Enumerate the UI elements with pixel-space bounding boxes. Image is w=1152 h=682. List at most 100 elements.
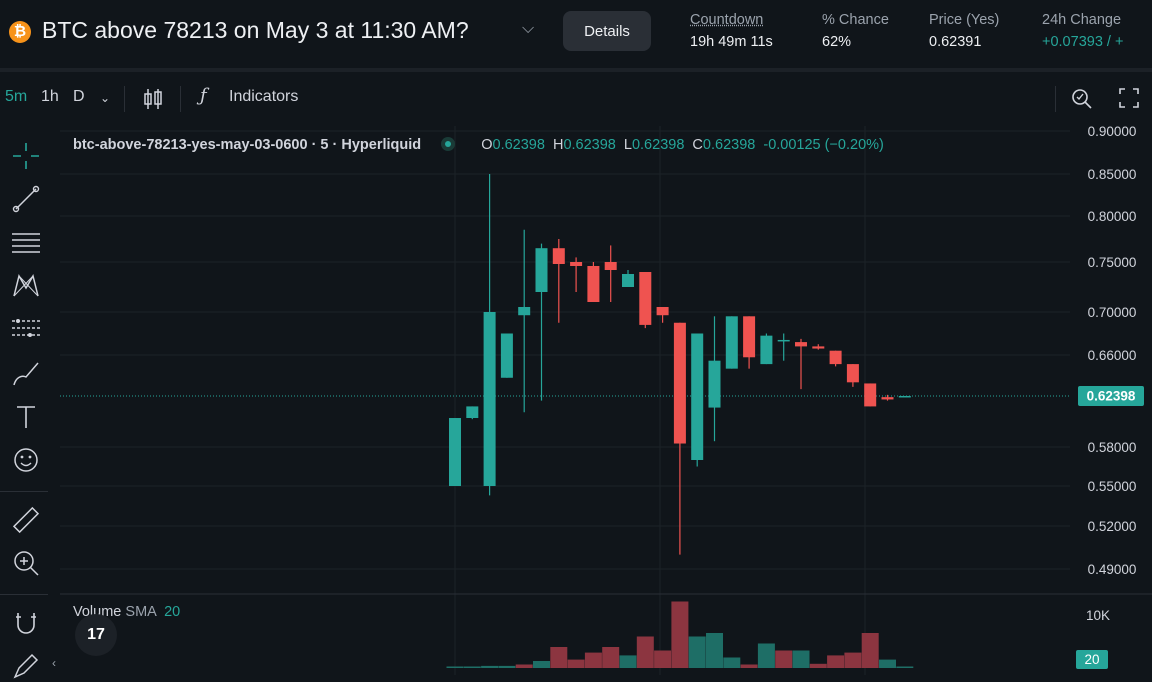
pattern-icon[interactable] bbox=[10, 270, 42, 302]
indicators-icon[interactable]: ƒ bbox=[200, 85, 207, 106]
volume-bar bbox=[446, 666, 464, 668]
snapshot-icon[interactable] bbox=[1070, 86, 1094, 110]
volume-bar bbox=[688, 636, 706, 668]
volume-sma-length: 20 bbox=[164, 604, 181, 620]
volume-bar bbox=[844, 652, 862, 668]
volume-bar bbox=[671, 601, 689, 668]
candle-body bbox=[708, 360, 721, 408]
volume-bar bbox=[602, 647, 620, 668]
price-tick-label: 0.75000 bbox=[1088, 255, 1137, 270]
candle-body bbox=[604, 262, 617, 270]
volume-scale-badge bbox=[1076, 650, 1108, 669]
volume-bar bbox=[515, 664, 533, 668]
candle-body bbox=[829, 350, 842, 365]
chance-value: 62% bbox=[822, 34, 852, 50]
candle-body bbox=[691, 333, 704, 460]
low-key: L bbox=[623, 137, 632, 153]
market-title[interactable]: BTC above 78213 on May 3 at 11:30 AM? bbox=[42, 17, 469, 43]
volume-bar bbox=[636, 636, 654, 668]
volume-bar bbox=[550, 647, 568, 668]
chance-stat: % Chance 62% bbox=[822, 12, 889, 50]
magnet-icon[interactable] bbox=[10, 607, 42, 639]
price-yes-label: Price (Yes) bbox=[929, 12, 1000, 28]
volume-bar bbox=[533, 661, 550, 668]
crosshair-icon[interactable] bbox=[10, 140, 42, 172]
zoom-in-icon[interactable] bbox=[10, 547, 42, 579]
price-tick-label: 0.70000 bbox=[1088, 305, 1137, 320]
chart-legend: btc-above-78213-yes-may-03-0600 · 5 · Hy… bbox=[73, 137, 884, 153]
volume-bar bbox=[584, 652, 602, 668]
open-value: 0.62398 bbox=[492, 137, 545, 153]
volume-bar bbox=[619, 655, 637, 668]
change-24h-stat: 24h Change +0.07393 / + bbox=[1042, 12, 1123, 50]
fib-retracement-icon[interactable] bbox=[10, 313, 42, 345]
price-tick-label: 0.80000 bbox=[1088, 209, 1137, 224]
candle-body bbox=[846, 364, 859, 383]
chart-toolbar: 5m 1h D ⌄ ƒ Indicators bbox=[0, 72, 1152, 126]
details-button[interactable]: Details bbox=[563, 11, 651, 51]
last-price-label: 0.62398 bbox=[1087, 389, 1136, 404]
indicators-button[interactable]: Indicators bbox=[229, 88, 299, 105]
candle-body bbox=[760, 335, 773, 365]
toolbar-divider bbox=[180, 86, 181, 112]
interval-1h[interactable]: 1h bbox=[41, 88, 59, 105]
candle-body bbox=[570, 262, 583, 266]
candle-body bbox=[500, 333, 513, 378]
volume-bar bbox=[740, 664, 758, 668]
volume-bar bbox=[481, 665, 499, 668]
text-icon[interactable] bbox=[10, 401, 42, 433]
low-value: 0.62398 bbox=[631, 137, 685, 153]
volume-bar bbox=[809, 663, 827, 668]
toolbar-divider bbox=[1055, 86, 1056, 112]
tradingview-logo-icon[interactable]: 17 bbox=[75, 614, 117, 656]
ruler-icon[interactable] bbox=[10, 504, 42, 536]
price-tick-label: 0.49000 bbox=[1088, 562, 1137, 577]
candle-body bbox=[622, 274, 634, 287]
candle-body bbox=[449, 418, 461, 486]
change-value: -0.00125 (−0.20%) bbox=[763, 137, 884, 153]
pencil-lock-icon[interactable] bbox=[10, 650, 42, 682]
candle-style-icon[interactable] bbox=[142, 87, 164, 111]
candle-body bbox=[639, 272, 652, 325]
candle-body bbox=[881, 397, 894, 400]
brush-icon[interactable] bbox=[10, 357, 42, 389]
change-24h-label: 24h Change bbox=[1042, 12, 1122, 28]
interval-5m[interactable]: 5m bbox=[5, 88, 28, 105]
close-key: C bbox=[692, 137, 703, 153]
volume-bar bbox=[706, 633, 723, 668]
price-tick-label: 0.52000 bbox=[1088, 519, 1137, 534]
candle-body bbox=[656, 307, 669, 316]
interval-dropdown-icon[interactable]: ⌄ bbox=[100, 91, 111, 105]
volume-bar bbox=[879, 659, 896, 668]
price-tick-label: 0.90000 bbox=[1088, 126, 1137, 139]
open-key: O bbox=[481, 137, 493, 153]
candle-body bbox=[795, 342, 807, 347]
volume-bar bbox=[861, 633, 879, 668]
emoji-icon[interactable] bbox=[10, 444, 42, 476]
candle-body bbox=[725, 316, 738, 369]
drawing-toolbar: ‹ bbox=[0, 126, 56, 679]
volume-sma-label: SMA bbox=[125, 604, 157, 620]
symbol-label[interactable]: btc-above-78213-yes-may-03-0600 · 5 · Hy… bbox=[73, 137, 422, 153]
high-key: H bbox=[552, 137, 564, 153]
horizontal-lines-icon[interactable] bbox=[10, 226, 42, 258]
chevron-down-icon[interactable]: ⌵ bbox=[522, 20, 535, 37]
volume-scale-label: 20 bbox=[1084, 652, 1099, 667]
interval-d[interactable]: D bbox=[73, 88, 85, 105]
candle-body bbox=[864, 383, 877, 407]
close-value: 0.62398 bbox=[702, 137, 756, 153]
trend-line-icon[interactable] bbox=[10, 183, 42, 215]
candle-body bbox=[777, 339, 790, 342]
toolbar-divider bbox=[124, 86, 125, 112]
candle-body bbox=[673, 322, 686, 444]
candle-body bbox=[552, 248, 565, 264]
volume-bar bbox=[896, 666, 914, 668]
price-chart[interactable]: 0.90000 0.85000 0.80000 0.75000 0.70000 0.660… bbox=[60, 126, 1152, 675]
countdown-label[interactable]: Countdown bbox=[690, 12, 764, 28]
candle-body bbox=[743, 316, 756, 358]
collapse-toolbar-icon[interactable]: ‹ bbox=[52, 656, 56, 670]
market-header: ₿ BTC above 78213 on May 3 at 11:30 AM? … bbox=[0, 0, 1152, 66]
fullscreen-icon[interactable] bbox=[1118, 87, 1140, 109]
high-value: 0.62398 bbox=[563, 137, 616, 153]
volume-bar bbox=[498, 665, 516, 668]
